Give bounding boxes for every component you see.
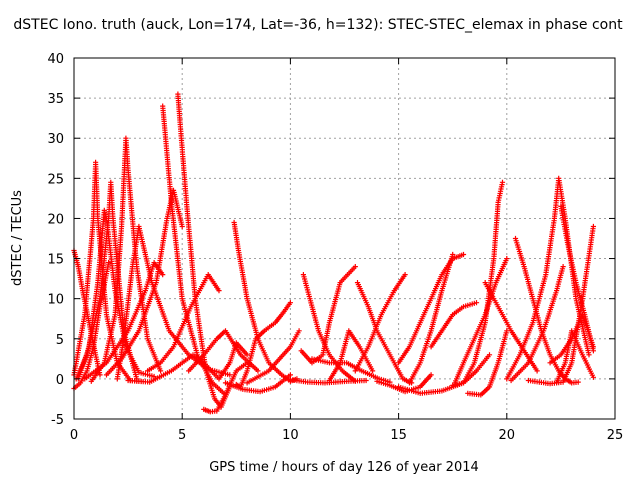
x-tick-label: 0 — [70, 428, 78, 443]
series-17 — [231, 219, 300, 384]
y-tick-label: 30 — [47, 132, 64, 147]
series-markers — [175, 91, 233, 410]
y-tick-label: -5 — [51, 413, 64, 428]
y-tick-label: 40 — [47, 52, 64, 67]
series-42 — [554, 328, 596, 385]
x-tick-label: 20 — [499, 428, 516, 443]
chart-title: dSTEC Iono. truth (auck, Lon=174, Lat=-3… — [13, 17, 623, 33]
series-13 — [125, 340, 250, 385]
plot-area — [71, 91, 596, 415]
series-markers — [428, 300, 480, 350]
y-tick-label: 25 — [47, 172, 64, 187]
series-8 — [103, 187, 185, 378]
y-tick-label: 5 — [56, 333, 64, 348]
series-19 — [244, 328, 302, 386]
series-26 — [352, 272, 408, 374]
y-tick-label: 35 — [47, 92, 64, 107]
series-markers — [406, 251, 456, 386]
plot-frame — [73, 57, 616, 420]
series-12 — [145, 272, 222, 374]
y-tick-label: 0 — [56, 373, 64, 388]
series-markers — [450, 179, 506, 388]
series-41 — [482, 280, 540, 374]
series-markers — [103, 187, 185, 378]
series-11 — [175, 91, 233, 410]
y-tick-label: 20 — [47, 212, 64, 227]
series-markers — [145, 272, 222, 374]
series-7 — [82, 260, 166, 382]
series-markers — [298, 264, 358, 366]
series-markers — [231, 219, 300, 384]
series-30 — [428, 300, 480, 350]
series-34 — [465, 328, 510, 398]
axes-ticks: 0 5 10 15 20 25 -5 0 5 10 15 20 25 30 35 40 — [47, 52, 623, 443]
series-markers — [287, 377, 369, 386]
series-markers — [186, 328, 261, 374]
series-markers — [82, 260, 166, 382]
series-29 — [406, 251, 456, 386]
series-18 — [222, 372, 293, 395]
series-6 — [88, 135, 164, 384]
y-tick-label: 15 — [47, 253, 64, 268]
series-markers — [88, 135, 164, 384]
y-axis-label: dSTEC / TECUs — [10, 190, 25, 286]
series-22 — [298, 264, 358, 366]
series-markers — [244, 328, 302, 386]
y-tick-label: 10 — [47, 293, 64, 308]
x-tick-label: 10 — [282, 428, 299, 443]
series-markers — [352, 272, 408, 374]
series-markers — [465, 328, 510, 398]
series-15 — [186, 328, 261, 374]
series-14 — [201, 360, 250, 415]
series-20 — [287, 377, 369, 386]
series-33 — [450, 179, 506, 388]
series-21 — [300, 272, 358, 384]
series-markers — [201, 360, 250, 415]
series-markers — [482, 280, 540, 374]
series-24 — [326, 328, 376, 384]
x-tick-label: 5 — [178, 428, 186, 443]
x-tick-label: 15 — [390, 428, 407, 443]
series-markers — [300, 272, 358, 384]
series-markers — [326, 328, 376, 384]
series-markers — [125, 340, 250, 385]
x-axis-label: GPS time / hours of day 126 of year 2014 — [209, 460, 479, 475]
series-markers — [222, 372, 293, 395]
x-tick-label: 25 — [607, 428, 624, 443]
series-markers — [554, 328, 596, 385]
